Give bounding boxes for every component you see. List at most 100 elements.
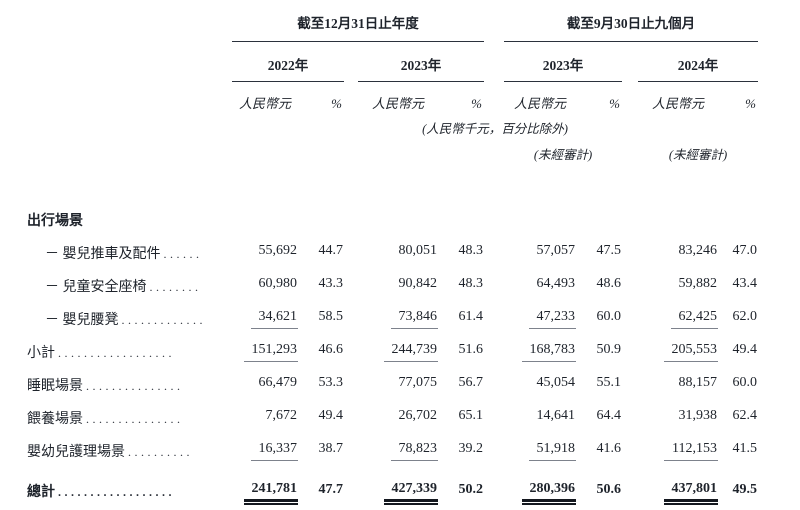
column-gap: [344, 236, 358, 269]
cell-value: 205,553: [663, 342, 718, 362]
column-gap: [344, 434, 358, 467]
amount-cell: 55,692: [232, 236, 298, 269]
percent-cell: 47.0: [718, 236, 758, 269]
year-header-2024-9m: 2024年: [638, 41, 758, 82]
row-label: － 嬰兒推車及配件......: [27, 236, 232, 269]
cell-value: 51.6: [458, 342, 484, 357]
amount-cell: 31,938: [638, 401, 718, 434]
cell-value: 48.6: [596, 276, 622, 291]
cell-value: 55,692: [258, 243, 298, 258]
dot-leader: ..........: [128, 444, 193, 459]
column-gap: [622, 163, 638, 236]
cell-value: 41.5: [732, 441, 758, 456]
table-row: － 嬰兒推車及配件...... 55,692 44.7 80,051 48.3 57,05…: [27, 236, 758, 269]
cell-value: 48.3: [458, 243, 484, 258]
percent-cell: [298, 163, 344, 236]
row-label: 小計..................: [27, 335, 232, 368]
cell-value: 427,339: [383, 481, 438, 505]
cell-value: 39.2: [458, 441, 484, 456]
percent-cell: 53.3: [298, 368, 344, 401]
cell-value: 14,641: [536, 408, 576, 423]
row-label: － 嬰兒腰凳.............: [27, 302, 232, 335]
cell-value: 83,246: [678, 243, 718, 258]
row-label: 餵養場景...............: [27, 401, 232, 434]
amount-cell: 78,823: [358, 434, 438, 467]
column-gap: [484, 236, 504, 269]
cell-value: 73,846: [390, 309, 438, 329]
percent-cell: 61.4: [438, 302, 484, 335]
amount-cell: 151,293: [232, 335, 298, 368]
table-row: 小計.................. 151,293 46.6 244,739 51…: [27, 335, 758, 368]
revenue-by-scenario-table: 截至12月31日止年度 截至9月30日止九個月 2022年 2023年 2023…: [27, 12, 758, 510]
column-gap: [484, 368, 504, 401]
cell-value: 53.3: [318, 375, 344, 390]
cell-value: 151,293: [243, 342, 298, 362]
percent-cell: 62.0: [718, 302, 758, 335]
amount-cell: 51,918: [504, 434, 576, 467]
cell-value: 47.0: [732, 243, 758, 258]
cell-value: 47.5: [596, 243, 622, 258]
percent-cell: 47.5: [576, 236, 622, 269]
percent-cell: 43.3: [298, 269, 344, 302]
amount-cell: 60,980: [232, 269, 298, 302]
amount-cell: 427,339: [358, 467, 438, 510]
year-header-2022: 2022年: [232, 41, 344, 82]
cell-value: 47.7: [318, 481, 344, 497]
cell-value: 77,075: [398, 375, 438, 390]
table-row: － 兒童安全座椅........ 60,980 43.3 90,842 48.3 64,4…: [27, 269, 758, 302]
row-label: 嬰幼兒護理場景..........: [27, 434, 232, 467]
row-label-text: － 兒童安全座椅: [45, 279, 147, 295]
cell-value: 168,783: [521, 342, 576, 362]
percent-cell: 50.9: [576, 335, 622, 368]
amount-cell: 7,672: [232, 401, 298, 434]
cell-value: 16,337: [250, 441, 298, 461]
cell-value: 55.1: [596, 375, 622, 390]
amount-cell: 90,842: [358, 269, 438, 302]
cell-value: 437,801: [663, 481, 718, 505]
dot-leader: ..................: [58, 485, 175, 499]
cell-value: 45,054: [536, 375, 576, 390]
cell-value: 38.7: [318, 441, 344, 456]
percent-cell: 64.4: [576, 401, 622, 434]
percent-cell: 38.7: [298, 434, 344, 467]
cell-value: [567, 220, 576, 223]
percent-cell: 60.0: [718, 368, 758, 401]
table-row: － 嬰兒腰凳............. 34,621 58.5 73,846 61.4 4…: [27, 302, 758, 335]
amount-cell: 80,051: [358, 236, 438, 269]
row-label-text: 小計: [27, 345, 55, 361]
cell-value: 244,739: [383, 342, 438, 362]
units-note: (人民幣千元，百分比除外): [422, 122, 568, 136]
table-row: 總計.................. 241,781 47.7 427,339 50…: [27, 467, 758, 510]
amount-cell: 16,337: [232, 434, 298, 467]
column-gap: [344, 163, 358, 236]
cell-value: 62.4: [732, 408, 758, 423]
percent-cell: 43.4: [718, 269, 758, 302]
row-label-text: 總計: [27, 485, 55, 500]
cell-value: 241,781: [243, 481, 298, 505]
amount-cell: 62,425: [638, 302, 718, 335]
cell-value: 60.0: [596, 309, 622, 324]
percent-cell: 50.6: [576, 467, 622, 510]
column-gap: [622, 467, 638, 510]
column-gap: [622, 401, 638, 434]
row-label-text: 嬰幼兒護理場景: [27, 444, 125, 460]
label-column-spacer: [27, 12, 232, 42]
amount-cell: 205,553: [638, 335, 718, 368]
percent-cell: 48.3: [438, 236, 484, 269]
amount-cell: 168,783: [504, 335, 576, 368]
percent-cell: 55.1: [576, 368, 622, 401]
dot-leader: ..................: [58, 345, 175, 360]
amount-cell: [232, 163, 298, 236]
amount-cell: 26,702: [358, 401, 438, 434]
cell-value: 280,396: [521, 481, 576, 505]
amount-cell: 77,075: [358, 368, 438, 401]
row-label-text: － 嬰兒腰凳: [45, 312, 119, 328]
percent-cell: 46.6: [298, 335, 344, 368]
cell-value: 26,702: [398, 408, 438, 423]
amount-cell: 59,882: [638, 269, 718, 302]
amount-cell: 66,479: [232, 368, 298, 401]
column-gap: [344, 467, 358, 510]
column-gap: [622, 236, 638, 269]
cell-value: [613, 220, 622, 223]
cell-value: 66,479: [258, 375, 298, 390]
